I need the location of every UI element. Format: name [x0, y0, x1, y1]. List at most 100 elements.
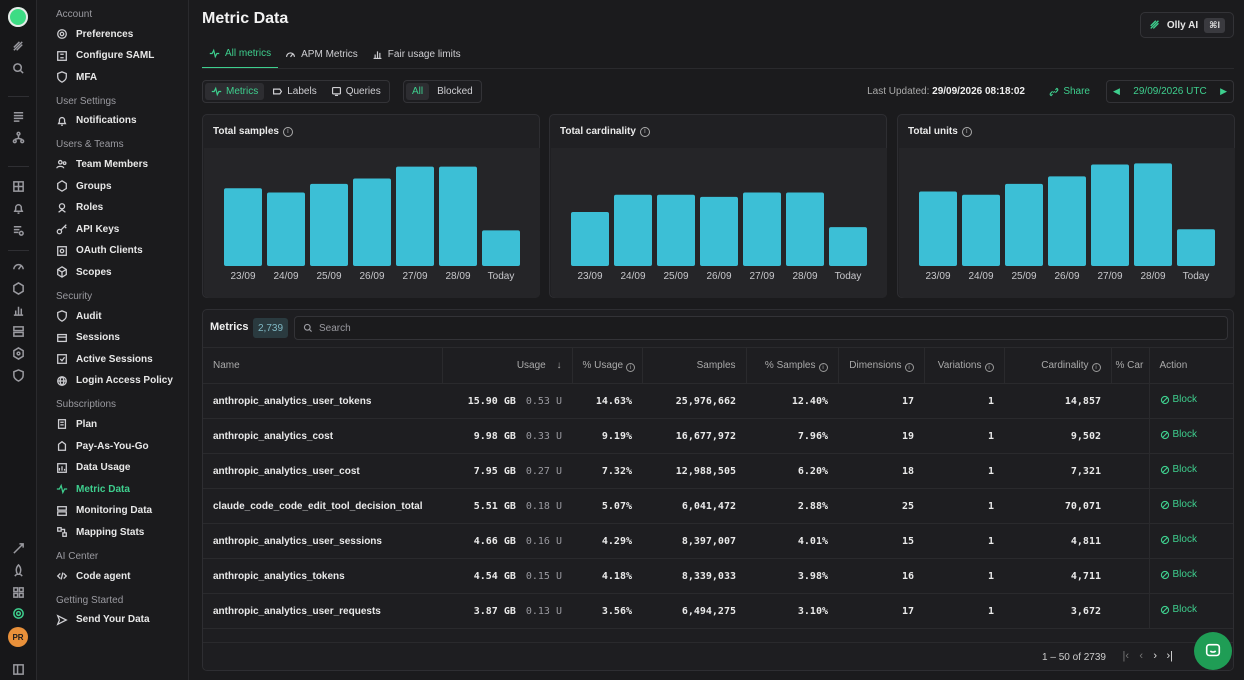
- chart-bar[interactable]: [1048, 176, 1086, 266]
- servers-icon[interactable]: [10, 323, 27, 340]
- first-page-icon[interactable]: |‹: [1122, 650, 1129, 662]
- nav-item-data-usage[interactable]: Data Usage: [56, 459, 186, 477]
- view-queries[interactable]: Queries: [325, 83, 387, 100]
- logo-icon[interactable]: [8, 7, 28, 27]
- prev-page-icon[interactable]: ‹: [1139, 650, 1143, 662]
- block-button[interactable]: Block: [1160, 464, 1197, 475]
- nav-item-send-your-data[interactable]: Send Your Data: [56, 611, 186, 629]
- nav-item-notifications[interactable]: Notifications: [56, 112, 186, 130]
- search-input[interactable]: [319, 322, 1119, 334]
- chart-bar[interactable]: [743, 192, 781, 266]
- metric-name[interactable]: anthropic_analytics_tokens: [203, 558, 442, 594]
- chart-bar[interactable]: [1134, 163, 1172, 266]
- block-button[interactable]: Block: [1160, 604, 1197, 615]
- view-labels[interactable]: Labels: [266, 83, 322, 100]
- share-button[interactable]: Share: [1049, 86, 1090, 97]
- nav-item-roles[interactable]: Roles: [56, 199, 186, 217]
- metric-name[interactable]: anthropic_analytics_user_sessions: [203, 523, 442, 559]
- col-pct-samples[interactable]: % Samples i: [746, 347, 839, 384]
- filter-all[interactable]: All: [406, 83, 430, 100]
- nav-item-mapping-stats[interactable]: Mapping Stats: [56, 523, 186, 541]
- chart-bar[interactable]: [829, 227, 867, 266]
- table-row[interactable]: anthropic_analytics_user_sessions 4.66 GB…: [203, 523, 1233, 559]
- dashboards-icon[interactable]: [10, 178, 27, 195]
- nav-item-team-members[interactable]: Team Members: [56, 155, 186, 173]
- nav-item-login-access-policy[interactable]: Login Access Policy: [56, 372, 186, 390]
- nav-item-configure-saml[interactable]: Configure SAML: [56, 47, 186, 65]
- chart-bar[interactable]: [1005, 183, 1043, 266]
- metric-name[interactable]: anthropic_analytics_user_cost: [203, 453, 442, 489]
- nav-item-scopes[interactable]: Scopes: [56, 263, 186, 281]
- nav-item-plan[interactable]: Plan: [56, 415, 186, 433]
- nav-item-pay-as-you-go[interactable]: Pay-As-You-Go: [56, 437, 186, 455]
- apm-gauge-icon[interactable]: [10, 258, 27, 275]
- col-samples[interactable]: Samples: [642, 347, 747, 384]
- nav-item-oauth-clients[interactable]: OAuth Clients: [56, 242, 186, 260]
- avatar[interactable]: PR: [8, 627, 28, 647]
- chart-bar[interactable]: [919, 191, 957, 266]
- info-icon[interactable]: i: [282, 126, 293, 137]
- chart-bar[interactable]: [571, 212, 609, 266]
- settings-gear-icon[interactable]: [10, 605, 27, 622]
- security-shield-icon[interactable]: [10, 367, 27, 384]
- date-range-picker[interactable]: ◀ 29/09/2026 UTC ▶: [1106, 80, 1234, 103]
- block-button[interactable]: Block: [1160, 569, 1197, 580]
- tab-apm-metrics[interactable]: APM Metrics: [278, 40, 365, 69]
- nav-item-groups[interactable]: Groups: [56, 177, 186, 195]
- col-variations[interactable]: Variations i: [924, 347, 1005, 384]
- nav-item-metric-data[interactable]: Metric Data: [56, 480, 186, 498]
- block-button[interactable]: Block: [1160, 429, 1197, 440]
- nav-item-audit[interactable]: Audit: [56, 307, 186, 325]
- integrations-icon[interactable]: [10, 38, 27, 55]
- prev-date-icon[interactable]: ◀: [1113, 86, 1120, 96]
- chart-bar[interactable]: [396, 166, 434, 266]
- chart-bar[interactable]: [310, 183, 348, 266]
- collapse-sidebar-icon[interactable]: [10, 661, 27, 678]
- last-page-icon[interactable]: ›|: [1166, 650, 1173, 662]
- nav-item-mfa[interactable]: MFA: [56, 68, 186, 86]
- tab-all-metrics[interactable]: All metrics: [202, 40, 279, 69]
- metric-name[interactable]: anthropic_analytics_cost: [203, 418, 442, 454]
- logs-icon[interactable]: [10, 108, 27, 125]
- chart-bar[interactable]: [614, 194, 652, 266]
- metric-name[interactable]: anthropic_analytics_user_tokens: [203, 383, 442, 419]
- nav-item-api-keys[interactable]: API Keys: [56, 220, 186, 238]
- chart-bar[interactable]: [439, 166, 477, 266]
- view-metrics[interactable]: Metrics: [205, 83, 265, 100]
- chat-support-button[interactable]: [1194, 632, 1232, 670]
- chart-bar[interactable]: [267, 192, 305, 266]
- next-page-icon[interactable]: ›: [1153, 650, 1157, 662]
- chart-bar[interactable]: [700, 196, 738, 266]
- info-icon[interactable]: i: [961, 126, 972, 137]
- nav-item-active-sessions[interactable]: Active Sessions: [56, 350, 186, 368]
- nav-item-code-agent[interactable]: Code agent: [56, 567, 186, 585]
- table-row[interactable]: anthropic_analytics_user_cost 7.95 GB 0.27…: [203, 453, 1233, 489]
- chart-bar[interactable]: [224, 188, 262, 266]
- chart-bar[interactable]: [657, 194, 695, 266]
- col-dimensions[interactable]: Dimensions i: [838, 347, 925, 384]
- olly-ai-button[interactable]: Olly AI ⌘I: [1139, 12, 1234, 38]
- nav-item-sessions[interactable]: Sessions: [56, 329, 186, 347]
- metric-name[interactable]: claude_code_code_edit_tool_decision_tota…: [203, 488, 442, 524]
- table-row[interactable]: anthropic_analytics_cost 9.98 GB 0.33 U 9.1…: [203, 418, 1233, 454]
- infra-hex-icon[interactable]: [10, 280, 27, 297]
- migrate-icon[interactable]: [10, 540, 27, 557]
- col-pct-cardinality[interactable]: % Car: [1111, 347, 1150, 384]
- table-row[interactable]: anthropic_analytics_user_tokens 15.90 GB 0…: [203, 383, 1233, 419]
- alerts-bell-icon[interactable]: [10, 200, 27, 217]
- metrics-bars-icon[interactable]: [10, 302, 27, 319]
- rum-icon[interactable]: [10, 345, 27, 362]
- chart-bar[interactable]: [962, 194, 1000, 266]
- chart-bar[interactable]: [1091, 164, 1129, 266]
- metric-name[interactable]: anthropic_analytics_user_requests: [203, 593, 442, 629]
- table-row[interactable]: claude_code_code_edit_tool_decision_tota…: [203, 488, 1233, 524]
- col-name[interactable]: Name: [203, 347, 443, 384]
- nav-item-preferences[interactable]: Preferences: [56, 25, 186, 43]
- chart-bar[interactable]: [786, 192, 824, 266]
- chart-bar[interactable]: [353, 178, 391, 266]
- table-row[interactable]: anthropic_analytics_user_requests 3.87 GB…: [203, 593, 1233, 629]
- incidents-icon[interactable]: [10, 222, 27, 239]
- info-icon[interactable]: i: [639, 126, 650, 137]
- chart-bar[interactable]: [1177, 229, 1215, 266]
- tab-fair-usage-limits[interactable]: Fair usage limits: [365, 40, 468, 69]
